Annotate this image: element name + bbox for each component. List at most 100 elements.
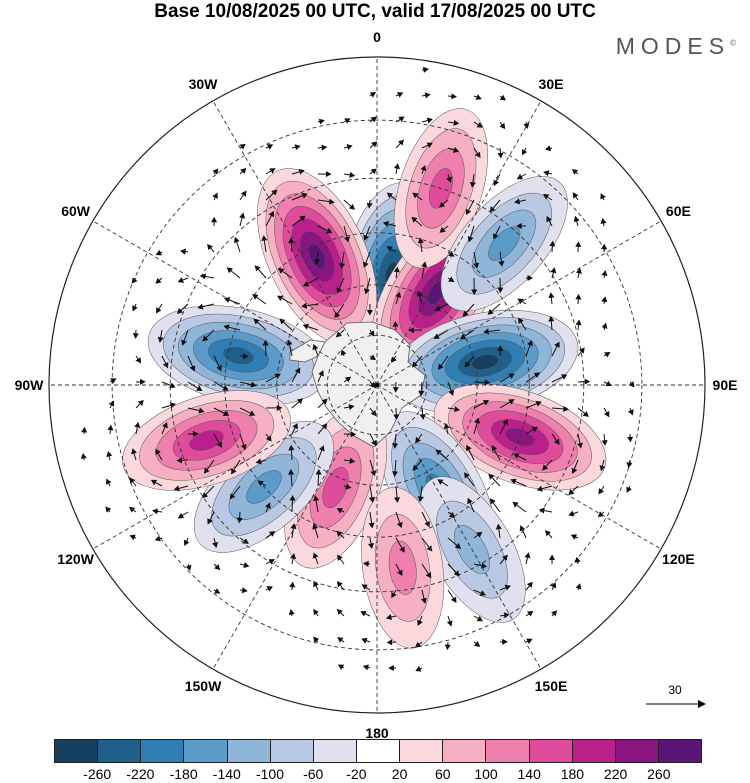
wind-arrow <box>513 453 527 461</box>
wind-arrow <box>212 537 219 549</box>
wind-arrow <box>525 426 538 435</box>
wind-arrow <box>343 457 356 464</box>
wind-arrow <box>435 449 449 461</box>
wind-arrow <box>150 479 163 487</box>
wind-arrow <box>265 586 273 592</box>
wind-arrow <box>517 298 527 305</box>
colorbar-tick-label: 140 <box>517 766 541 782</box>
wind-arrow <box>575 319 582 331</box>
wind-arrow <box>388 664 397 672</box>
anomaly-cell-6 <box>433 383 607 491</box>
wind-arrow <box>212 192 218 201</box>
wind-arrow <box>369 91 376 98</box>
wind-arrow <box>543 170 553 177</box>
brand-text: MODES <box>615 33 731 59</box>
wind-arrow <box>548 315 555 331</box>
wind-arrow <box>288 237 295 253</box>
wind-arrow <box>155 448 163 461</box>
wind-arrow <box>161 402 176 409</box>
contour-level <box>223 346 254 365</box>
wind-arrow <box>362 664 371 671</box>
wind-arrow <box>599 459 606 472</box>
wind-arrow <box>395 537 405 553</box>
wind-arrow <box>239 587 248 594</box>
longitude-label: 150W <box>184 678 222 695</box>
wind-arrow <box>223 324 241 331</box>
wind-arrow <box>80 452 87 461</box>
wind-arrow <box>467 497 475 513</box>
wind-arrow <box>180 248 189 255</box>
wind-arrow <box>105 478 112 487</box>
wind-arrow <box>512 501 527 513</box>
wind-arrow <box>254 265 267 279</box>
wind-arrow <box>336 608 345 617</box>
wind-arrow <box>257 480 267 487</box>
wind-arrow <box>288 468 295 487</box>
wind-arrow <box>471 277 478 296</box>
wind-arrow <box>369 168 377 175</box>
wind-arrow <box>447 93 457 100</box>
wind-arrow <box>161 381 176 389</box>
wind-arrow <box>339 251 346 269</box>
wind-arrow <box>213 588 221 594</box>
wind-arrow <box>447 147 460 153</box>
wind-arrow <box>550 267 557 279</box>
wind-arrow <box>601 433 608 446</box>
wind-arrow <box>493 173 501 187</box>
wind-arrow <box>290 553 297 565</box>
wind-arrow <box>526 274 534 282</box>
wind-arrow <box>155 277 163 284</box>
wind-arrow <box>568 485 579 496</box>
wind-arrow <box>499 554 508 565</box>
wind-arrow <box>463 472 475 487</box>
modes-logo: MODES© <box>616 33 736 60</box>
wind-arrow <box>473 94 482 100</box>
wind-arrow <box>417 615 423 626</box>
colorbar-swatch <box>615 740 659 762</box>
wind-arrow <box>525 400 542 409</box>
wind-arrow <box>135 399 144 409</box>
latitude-circle <box>224 232 530 538</box>
meridian-line <box>92 384 378 550</box>
wind-arrow <box>525 340 533 357</box>
wind-arrow <box>466 444 475 461</box>
wind-arrow <box>239 407 256 416</box>
wind-arrow <box>421 66 429 73</box>
wind-arrow <box>392 381 399 393</box>
wind-arrow <box>382 220 397 227</box>
wind-arrow <box>303 277 319 287</box>
wind-arrow <box>212 168 219 175</box>
wind-arrow <box>548 292 555 305</box>
colorbar-tick-label: -260 <box>83 766 112 782</box>
wind-arrow <box>362 251 371 268</box>
wind-arrow <box>253 318 267 331</box>
wind-arrow <box>395 563 403 577</box>
wind-arrow <box>213 407 230 417</box>
wind-arrow <box>577 407 589 417</box>
wind-arrow <box>369 381 376 388</box>
wind-arrow <box>369 354 376 361</box>
wind-arrow <box>360 610 371 617</box>
wind-arrow <box>626 485 632 493</box>
wind-arrow <box>129 477 137 487</box>
wind-arrow <box>546 215 553 227</box>
wind-arrow <box>265 433 272 442</box>
wind-arrow <box>601 322 608 331</box>
wind-arrow <box>386 246 397 253</box>
wind-arrow <box>548 554 556 565</box>
wind-arrow <box>313 580 319 591</box>
wind-arrow <box>395 116 405 123</box>
colorbar-tick-label: -100 <box>255 766 285 782</box>
wind-arrow <box>343 225 350 243</box>
wind-arrow <box>290 523 297 539</box>
wind-arrow <box>343 376 352 383</box>
wind-arrow <box>313 608 319 617</box>
wind-arrow <box>368 511 375 529</box>
longitude-label: 30E <box>538 75 564 92</box>
wind-arrow <box>337 637 345 643</box>
wind-arrow <box>291 192 308 201</box>
wind-arrow <box>516 222 527 230</box>
wind-arrow <box>391 589 397 599</box>
colorbar-swatch <box>55 740 99 762</box>
wind-arrow <box>627 433 634 443</box>
